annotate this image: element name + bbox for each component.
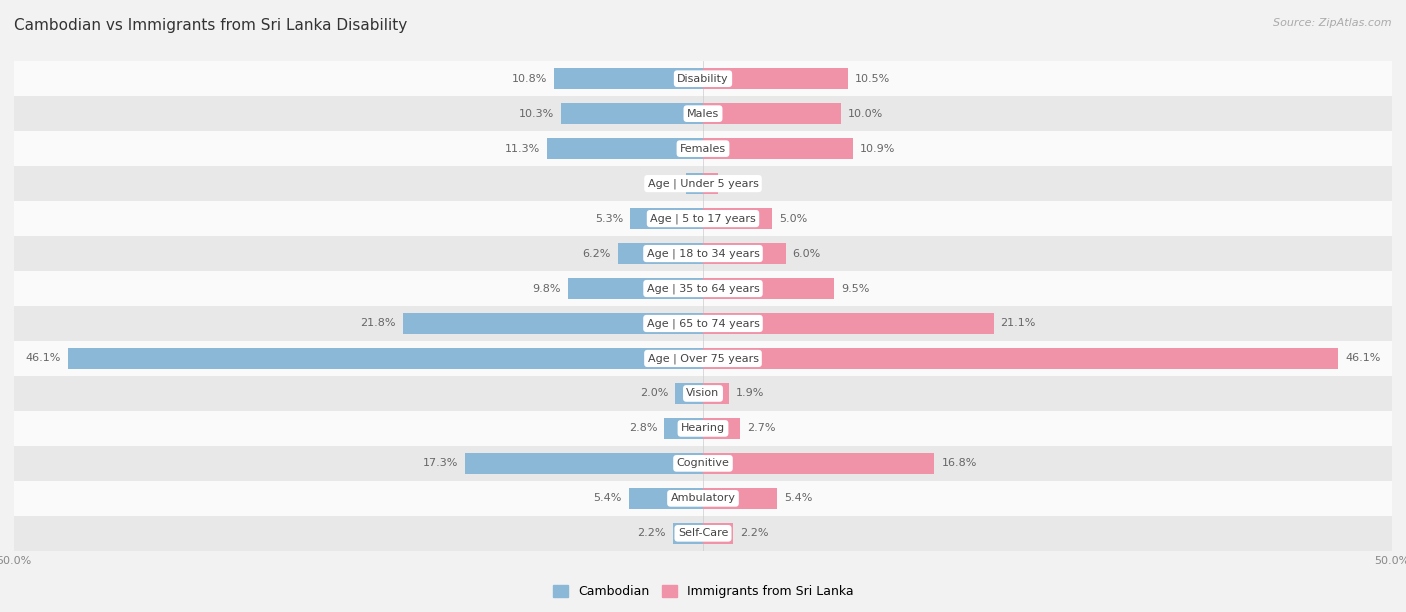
Bar	[703, 138, 853, 159]
Text: 10.9%: 10.9%	[860, 144, 896, 154]
Bar	[703, 243, 786, 264]
Text: 2.8%: 2.8%	[628, 424, 658, 433]
Bar	[703, 103, 841, 124]
Text: 9.8%: 9.8%	[533, 283, 561, 294]
Bar	[402, 313, 703, 334]
Bar	[14, 376, 1392, 411]
Text: 1.2%: 1.2%	[651, 179, 679, 188]
Text: 10.0%: 10.0%	[848, 109, 883, 119]
Bar	[14, 516, 1392, 551]
Text: 2.0%: 2.0%	[640, 389, 669, 398]
Bar	[703, 453, 935, 474]
Bar	[703, 418, 740, 439]
Text: Age | 5 to 17 years: Age | 5 to 17 years	[650, 214, 756, 224]
Bar	[703, 523, 734, 544]
Bar	[703, 383, 730, 404]
Text: 10.3%: 10.3%	[519, 109, 554, 119]
Text: 11.3%: 11.3%	[505, 144, 540, 154]
Bar	[14, 61, 1392, 96]
Bar	[561, 103, 703, 124]
Bar	[554, 68, 703, 89]
Text: 10.8%: 10.8%	[512, 73, 547, 84]
Text: 2.2%: 2.2%	[637, 528, 666, 539]
Bar	[14, 306, 1392, 341]
Text: 9.5%: 9.5%	[841, 283, 869, 294]
Text: Hearing: Hearing	[681, 424, 725, 433]
Bar	[703, 313, 994, 334]
Bar	[665, 418, 703, 439]
Text: 5.3%: 5.3%	[595, 214, 623, 223]
Bar	[14, 481, 1392, 516]
Text: 10.5%: 10.5%	[855, 73, 890, 84]
Bar	[14, 131, 1392, 166]
Bar	[703, 488, 778, 509]
Text: 6.2%: 6.2%	[582, 248, 610, 258]
Bar	[14, 341, 1392, 376]
Text: 21.1%: 21.1%	[1001, 318, 1036, 329]
Bar	[617, 243, 703, 264]
Text: 1.9%: 1.9%	[737, 389, 765, 398]
Text: 6.0%: 6.0%	[793, 248, 821, 258]
Bar	[67, 348, 703, 369]
Bar	[703, 173, 718, 194]
Text: Disability: Disability	[678, 73, 728, 84]
Text: Ambulatory: Ambulatory	[671, 493, 735, 503]
Bar	[14, 271, 1392, 306]
Bar	[630, 208, 703, 229]
Text: 5.0%: 5.0%	[779, 214, 807, 223]
Bar	[14, 166, 1392, 201]
Text: 2.7%: 2.7%	[747, 424, 776, 433]
Text: 16.8%: 16.8%	[942, 458, 977, 468]
Text: Age | Under 5 years: Age | Under 5 years	[648, 178, 758, 189]
Text: Cambodian vs Immigrants from Sri Lanka Disability: Cambodian vs Immigrants from Sri Lanka D…	[14, 18, 408, 34]
Text: Source: ZipAtlas.com: Source: ZipAtlas.com	[1274, 18, 1392, 28]
Bar	[686, 173, 703, 194]
Bar	[703, 348, 1339, 369]
Bar	[672, 523, 703, 544]
Text: Self-Care: Self-Care	[678, 528, 728, 539]
Text: 5.4%: 5.4%	[785, 493, 813, 503]
Bar	[14, 236, 1392, 271]
Text: 2.2%: 2.2%	[740, 528, 769, 539]
Text: 46.1%: 46.1%	[1346, 354, 1381, 364]
Text: Age | Over 75 years: Age | Over 75 years	[648, 353, 758, 364]
Bar	[547, 138, 703, 159]
Text: Females: Females	[681, 144, 725, 154]
Bar	[14, 201, 1392, 236]
Bar	[703, 68, 848, 89]
Bar	[675, 383, 703, 404]
Bar	[568, 278, 703, 299]
Bar	[464, 453, 703, 474]
Text: Age | 18 to 34 years: Age | 18 to 34 years	[647, 248, 759, 259]
Legend: Cambodian, Immigrants from Sri Lanka: Cambodian, Immigrants from Sri Lanka	[548, 580, 858, 603]
Text: 21.8%: 21.8%	[360, 318, 395, 329]
Text: 5.4%: 5.4%	[593, 493, 621, 503]
Text: Age | 65 to 74 years: Age | 65 to 74 years	[647, 318, 759, 329]
Bar	[628, 488, 703, 509]
Text: Vision: Vision	[686, 389, 720, 398]
Text: Age | 35 to 64 years: Age | 35 to 64 years	[647, 283, 759, 294]
Bar	[703, 208, 772, 229]
Bar	[14, 96, 1392, 131]
Bar	[703, 278, 834, 299]
Text: Cognitive: Cognitive	[676, 458, 730, 468]
Bar	[14, 446, 1392, 481]
Text: 17.3%: 17.3%	[422, 458, 458, 468]
Text: 46.1%: 46.1%	[25, 354, 60, 364]
Text: Males: Males	[688, 109, 718, 119]
Text: 1.1%: 1.1%	[725, 179, 754, 188]
Bar	[14, 411, 1392, 446]
